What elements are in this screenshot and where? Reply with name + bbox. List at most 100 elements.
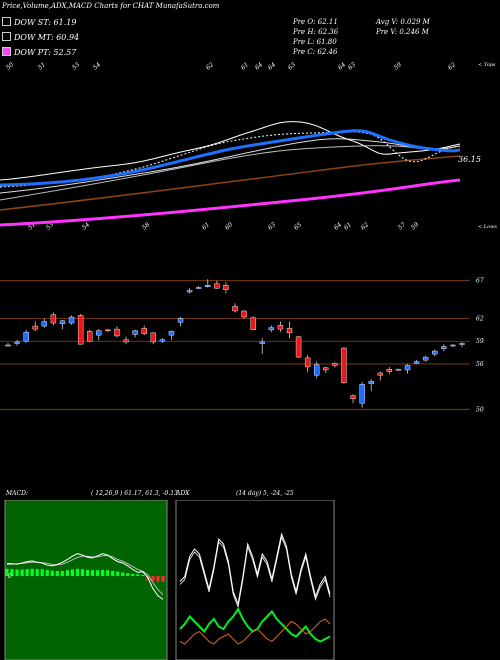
candle [159, 338, 166, 343]
ema-lows-label: < Lows [478, 224, 497, 230]
macd-title: MACD: [6, 490, 28, 497]
macd-histogram-bar [90, 570, 95, 576]
candle [386, 366, 393, 374]
adx-background [175, 500, 335, 660]
ema-top-label: 53 [71, 61, 81, 71]
ema-blue-line [0, 129, 461, 187]
macd-histogram-bar [50, 570, 54, 576]
macd-histogram-bar [45, 569, 49, 576]
legend-swatch-pt [2, 47, 11, 56]
candle [341, 347, 347, 384]
candle [77, 313, 84, 345]
adx-legend-text: (14 day) 5, -24, -25 [236, 490, 294, 497]
ema-top-label: 64 [254, 61, 264, 71]
ema-bottom-label: 63 [267, 221, 277, 231]
candle [250, 316, 256, 331]
ema-bottom-label: 59 [410, 221, 420, 231]
candle [223, 282, 229, 294]
ema-top-label: 64 [337, 61, 347, 71]
ema-top-label: 64 [267, 61, 277, 71]
macd-panel: MACD: ( 12,26,9 ) 61.17, 61.3, -0.13 0 [3, 490, 178, 660]
macd-histogram-bar [116, 571, 120, 576]
candle [441, 344, 447, 352]
macd-histogram-bar [131, 573, 135, 576]
candle [68, 315, 75, 325]
macd-histogram-bar [111, 570, 115, 576]
ohlc-pre-volume: Pre V: 0.246 M [376, 28, 429, 36]
ema-value-label: 36.15 [458, 155, 481, 164]
ema-brown-line [0, 155, 461, 211]
candle [404, 363, 411, 374]
macd-histogram-bar [40, 569, 44, 576]
ema-white-line-2 [0, 138, 461, 194]
legend-label-pt: DOW PT: 52.57 [14, 48, 77, 57]
candle [241, 310, 247, 319]
ema-top-label: 61 [240, 61, 250, 71]
candle [150, 332, 156, 345]
ohlc-open: Pre O: 62.11 [293, 18, 338, 26]
candle [14, 339, 20, 346]
ema-top-label: 62 [205, 61, 215, 71]
legend-swatch-mt [2, 32, 11, 41]
candle [132, 329, 138, 338]
macd-zero-label: 0 [8, 573, 12, 580]
candle [259, 338, 265, 355]
ohlc-high: Pre H: 62.36 [293, 28, 339, 36]
macd-histogram-bar [156, 576, 160, 582]
candle [96, 329, 102, 341]
candle [295, 335, 302, 358]
macd-histogram-bar [151, 576, 155, 582]
macd-histogram-bar [15, 569, 19, 576]
ema-top-label: 51 [37, 61, 47, 71]
candle [304, 354, 311, 373]
ema-bottom-label: 62 [360, 221, 370, 231]
ohlc-low: Pre L: 61.80 [293, 38, 337, 46]
legend-label-mt: DOW MT: 60.94 [14, 33, 80, 42]
candle [323, 366, 329, 373]
ohlc-close: Pre C: 62.46 [293, 48, 338, 56]
macd-legend-text: ( 12,26,9 ) 61.17, 61.3, -0.13 [91, 490, 178, 497]
macd-histogram-bar [20, 569, 24, 576]
macd-histogram-bar [161, 576, 165, 582]
candle [105, 329, 111, 333]
adx-title: ADX [176, 490, 190, 497]
macd-marks [5, 553, 165, 600]
macd-histogram-bar [121, 572, 125, 576]
macd-background [4, 500, 168, 660]
macd-histogram-bar [75, 568, 80, 576]
macd-histogram-bar [5, 568, 9, 576]
candle-grid: 67 62 59 56 50 [0, 278, 484, 413]
adx-line [179, 532, 331, 606]
macd-histogram-bar [60, 570, 64, 576]
candle [32, 321, 38, 332]
chart-header-title: Price,Volume,ADX,MACD Charts for CHAT Mu… [2, 2, 220, 10]
ema-bottom-label: 58 [141, 221, 151, 231]
macd-histogram-bar [106, 570, 110, 576]
ema-bottom-label: 54 [81, 221, 91, 231]
ema-bottom-labels: 51 53 54 58 61 60 63 65 64 61 62 57 59 [27, 221, 420, 231]
candle [422, 355, 429, 362]
ema-top-label: 63 [287, 61, 297, 71]
candle [232, 303, 238, 313]
macd-title-text: MACD [6, 490, 26, 497]
candlestick-panel: 67 62 59 56 50 [0, 278, 484, 413]
macd-histogram-bar [85, 569, 90, 576]
candle [5, 342, 11, 347]
macd-histogram-bar [55, 570, 59, 576]
macd-histogram-bar [25, 569, 29, 576]
candle [168, 330, 175, 340]
legend-dow-st: DOW ST: 61.19 [2, 17, 76, 28]
ema-top-label: 50 [5, 61, 15, 71]
candle [350, 394, 356, 404]
macd-histogram-bar [141, 574, 145, 576]
candle [286, 321, 293, 339]
minus-di-line [179, 618, 331, 645]
macd-histogram-bar [136, 574, 140, 576]
candle [332, 362, 338, 368]
macd-histogram-bar [80, 569, 85, 576]
candle [114, 326, 120, 338]
ema-bottom-label: 61 [343, 221, 353, 231]
ema-bottom-label: 65 [293, 221, 303, 231]
ema-top-label: 62 [447, 61, 457, 71]
legend-swatch-st [2, 17, 11, 26]
